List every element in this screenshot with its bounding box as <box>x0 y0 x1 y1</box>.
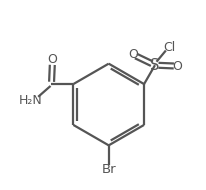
Text: O: O <box>48 53 57 66</box>
Text: H₂N: H₂N <box>19 94 42 107</box>
Text: O: O <box>128 48 138 61</box>
Text: Cl: Cl <box>163 41 175 54</box>
Text: S: S <box>150 58 160 73</box>
Text: O: O <box>172 60 182 73</box>
Text: Br: Br <box>101 163 116 176</box>
